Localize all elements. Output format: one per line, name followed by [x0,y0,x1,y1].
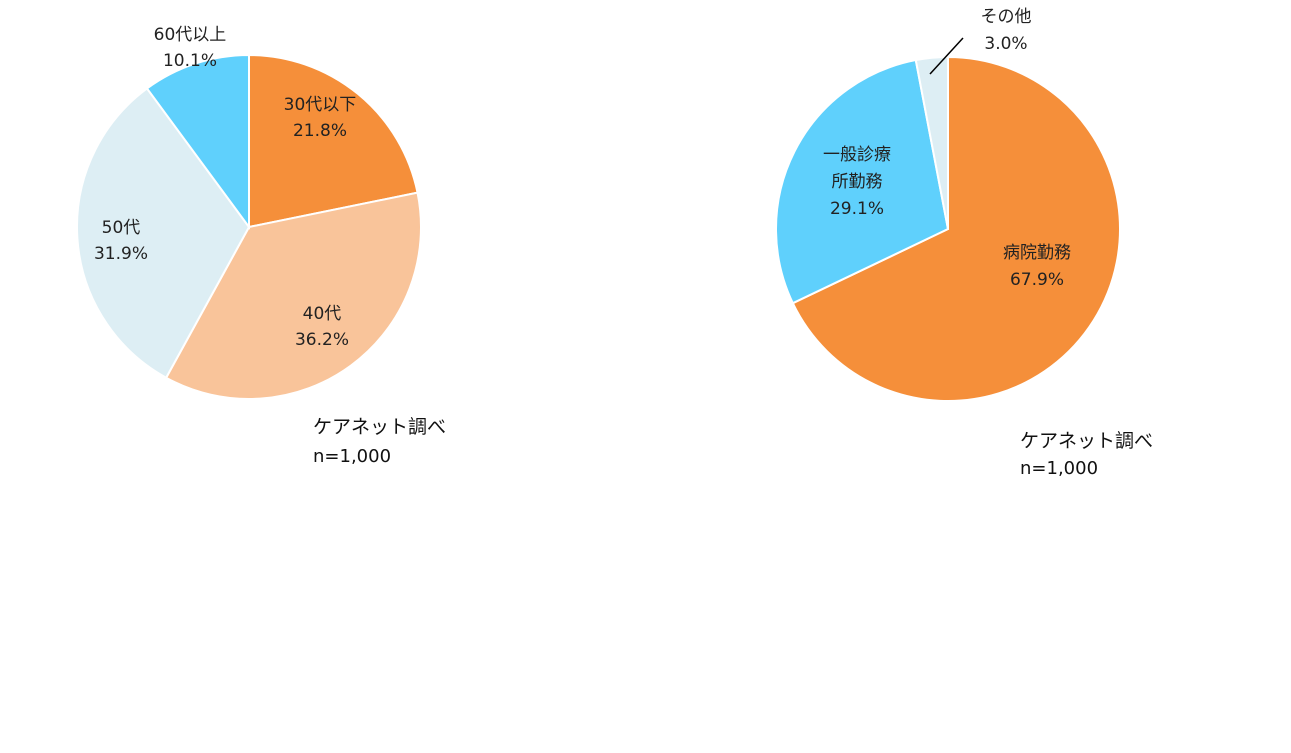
slice-category-label: 60代以上 [154,25,227,45]
slice-category-label: 所勤務 [832,172,883,192]
slice-category-label: 40代 [303,304,342,324]
slice-category-label: 一般診療 [823,145,891,165]
slice-percent-label: 29.1% [830,199,884,219]
pie-slice [76,87,251,380]
source-label-workplace: ケアネット調べ [1020,430,1154,452]
source-label-age: ケアネット調べ [313,416,447,438]
pie-slice [164,191,422,400]
slice-percent-label: 31.9% [94,244,148,264]
slice-percent-label: 3.0% [984,34,1027,54]
slice-percent-label: 67.9% [1010,270,1064,290]
sample-size-workplace: n=1,000 [1020,458,1099,479]
pie-slice [914,55,949,230]
pie-slice [775,58,950,305]
slice-category-label: 30代以下 [284,95,357,115]
slice-percent-label: 10.1% [163,51,217,71]
slice-category-label: 病院勤務 [1003,243,1071,263]
pie-slice [791,55,1121,402]
sample-size-age: n=1,000 [313,446,392,467]
pie-slice [248,53,419,229]
leader-line [929,37,964,75]
slice-category-label: その他 [981,7,1032,27]
pie-chart-age: 30代以下 21.8% 40代 36.2% 50代 31.9% 60代以上 10.1% [76,25,422,400]
pie-slice [145,53,250,231]
slice-percent-label: 36.2% [295,330,349,350]
slice-category-label: 50代 [102,218,141,238]
slice-percent-label: 21.8% [293,121,347,141]
